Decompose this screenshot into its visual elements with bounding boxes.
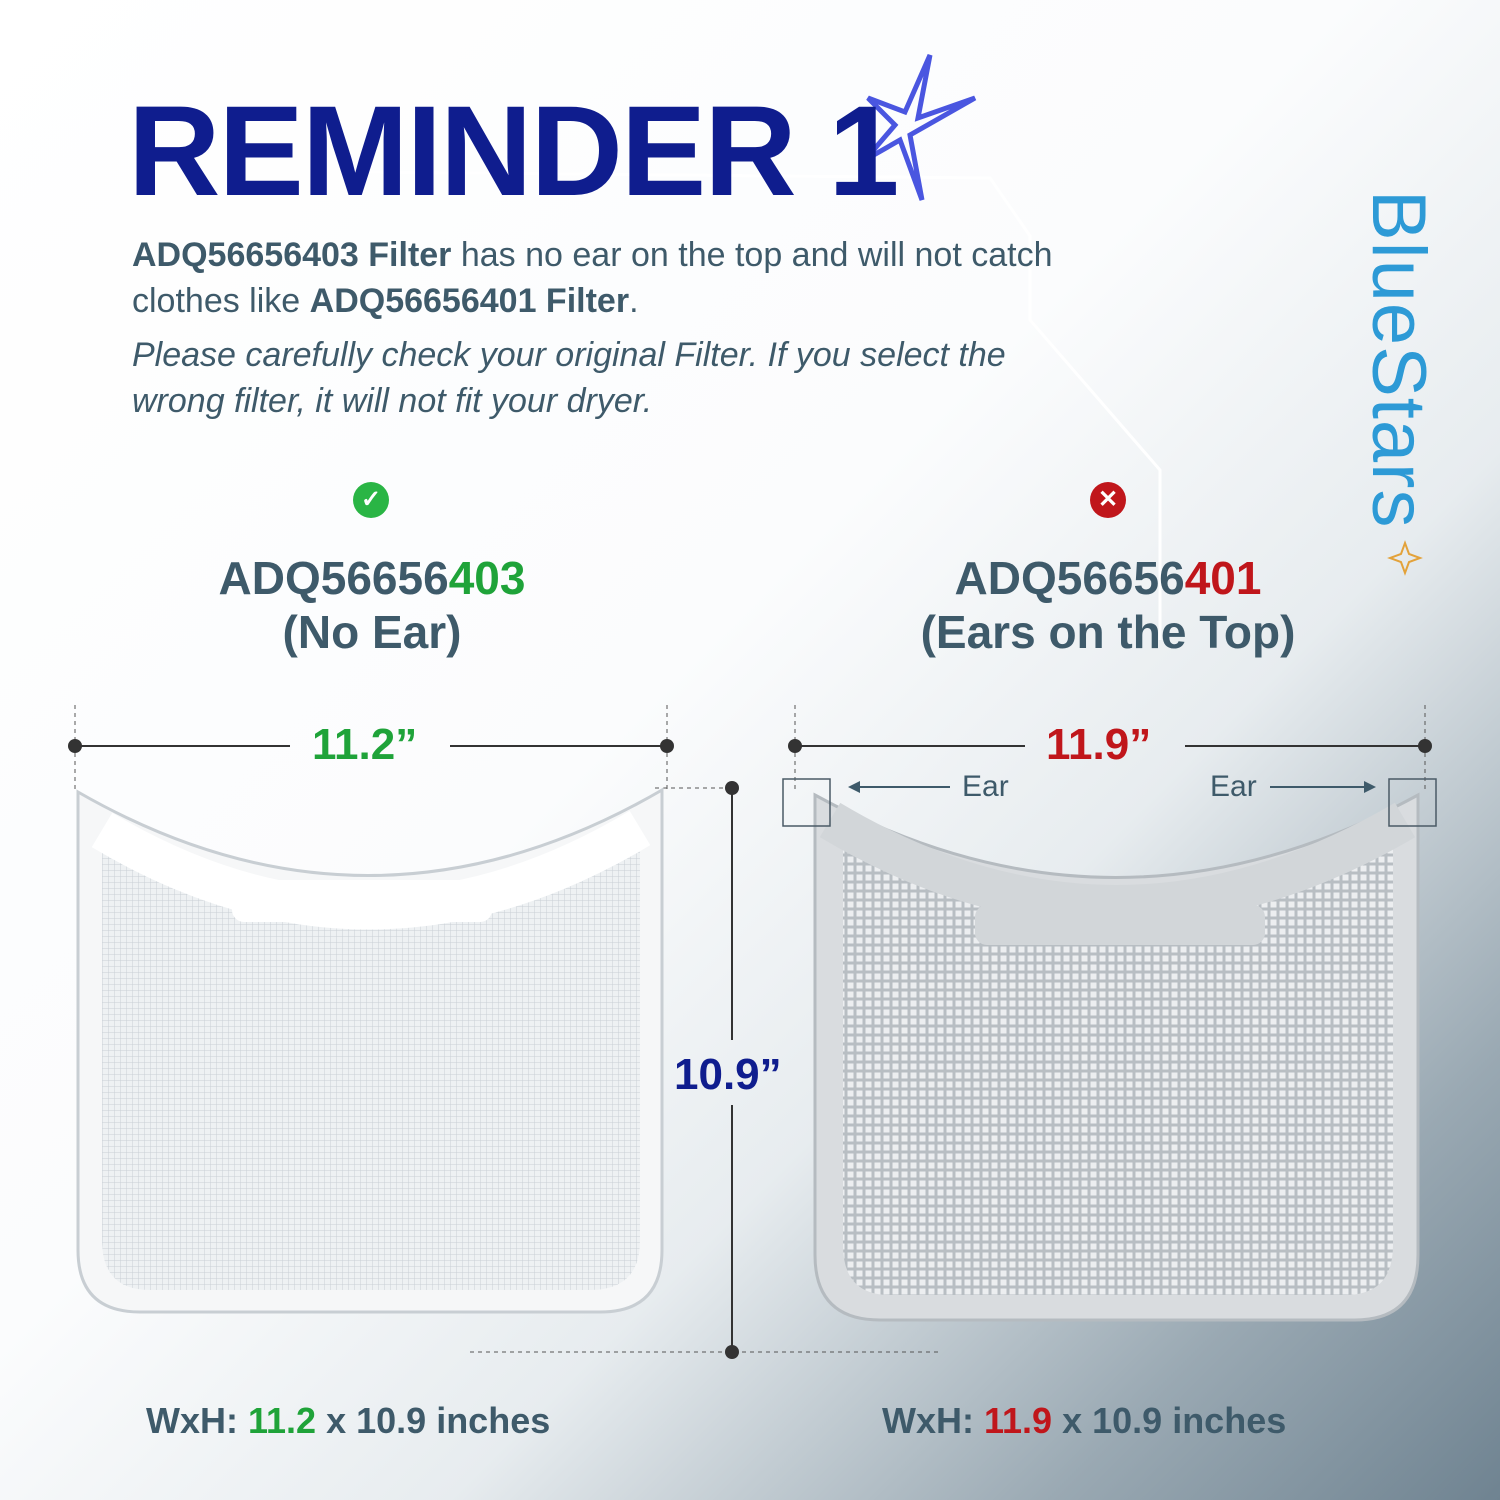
left-width-dimension [68, 705, 674, 790]
intro-note: Please carefully check your original Fil… [132, 336, 1006, 420]
left-ear-label: Ear [962, 770, 1009, 803]
right-model-heading: ADQ56656401 (Ears on the Top) [920, 552, 1296, 658]
left-size-text: WxH: 11.2 x 10.9 inches [146, 1400, 551, 1441]
brand-logo: BlueStars [1356, 190, 1441, 529]
filter-403-image [76, 787, 664, 1314]
x-circle-icon: ✕ [1090, 482, 1126, 518]
right-width-label: 11.9” [1046, 720, 1152, 769]
height-dimension [470, 781, 940, 1359]
filter-401-image [782, 778, 1437, 1322]
left-model-heading: ADQ56656403 (No Ear) [218, 552, 526, 658]
left-width-label: 11.2” [312, 720, 418, 769]
right-ear-highlight [1388, 778, 1437, 827]
logo-star-icon [1387, 540, 1423, 576]
intro-text: ADQ56656403 Filter has no ear on the top… [132, 232, 1092, 424]
check-circle-icon: ✓ [353, 482, 389, 518]
intro-statement: ADQ56656403 Filter has no ear on the top… [132, 236, 1053, 320]
decor-line [359, 170, 1162, 640]
height-label: 10.9” [674, 1050, 782, 1099]
page-title: REMINDER 1 [128, 80, 899, 223]
star-icon [863, 53, 977, 201]
right-width-dimension [788, 705, 1432, 790]
right-size-text: WxH: 11.9 x 10.9 inches [882, 1400, 1287, 1441]
left-ear-highlight [782, 778, 831, 827]
right-ear-label: Ear [1210, 770, 1257, 803]
